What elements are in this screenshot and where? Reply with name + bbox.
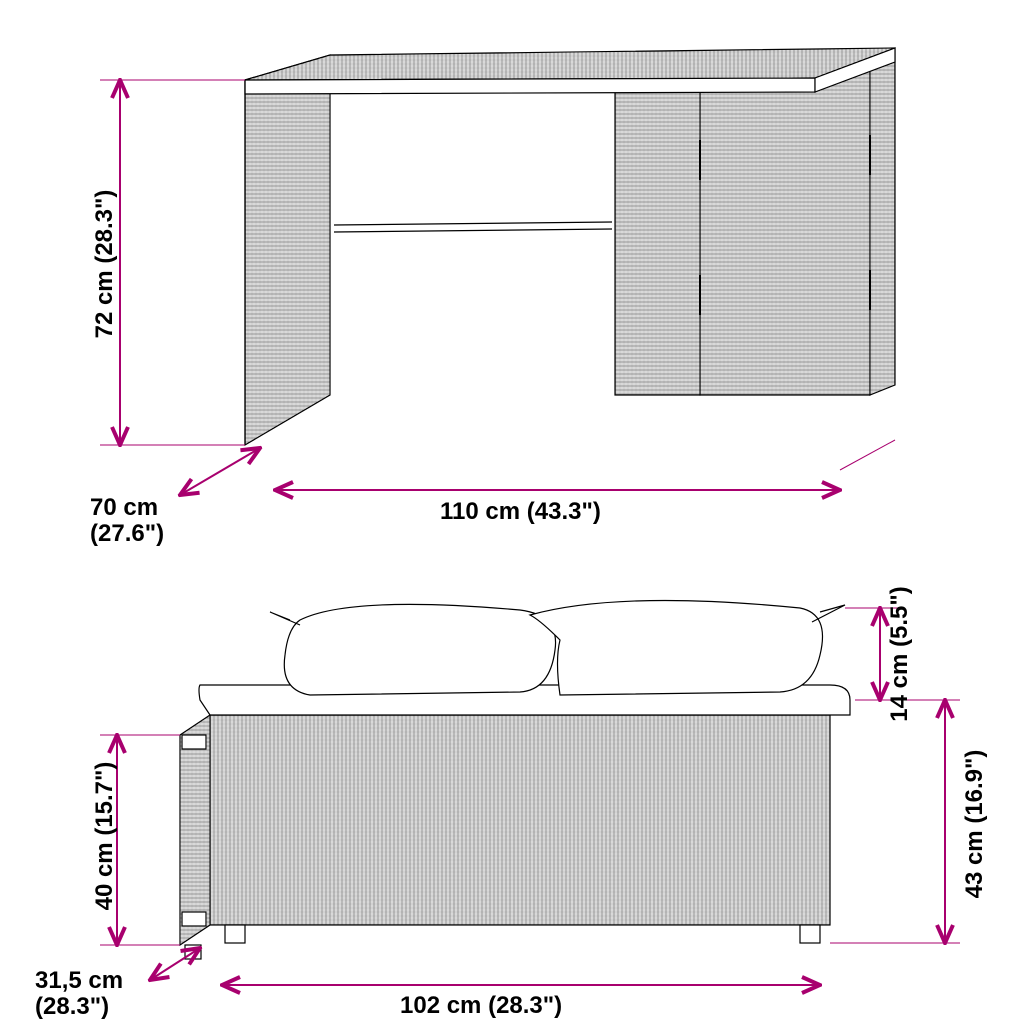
- bench-width-in: (28.3"): [488, 992, 562, 1019]
- bench-seat-height-label: 40 cm (15.7"): [91, 741, 119, 931]
- bench-drawing: [180, 600, 850, 959]
- table-height-label: 72 cm (28.3"): [91, 174, 119, 354]
- table-width-label: 110 cm (43.3"): [440, 498, 601, 526]
- bench-depth-cm: 31,5 cm: [35, 967, 123, 994]
- bench-depth-in: (28.3"): [35, 993, 109, 1020]
- table-width-in: (43.3"): [527, 498, 601, 525]
- table-depth-cm: 70 cm: [90, 494, 158, 521]
- bench-cushion-cm: 14 cm: [886, 654, 913, 722]
- table-drawing: [245, 48, 895, 445]
- bench-total-height-label: 43 cm (16.9"): [961, 729, 989, 919]
- bench-total-in: (16.9"): [961, 750, 988, 824]
- table-depth-in: (27.6"): [90, 520, 164, 547]
- bench-width-cm: 102 cm: [400, 992, 481, 1019]
- bench-width-label: 102 cm (28.3"): [400, 992, 562, 1020]
- bench-depth-label: 31,5 cm (28.3"): [35, 968, 123, 1021]
- table-height-in: (28.3"): [91, 190, 118, 264]
- table-depth-label: 70 cm (27.6"): [90, 495, 164, 548]
- table-height-cm: 72 cm: [91, 270, 118, 338]
- table-width-cm: 110 cm: [440, 498, 520, 525]
- bench-cushion-in: (5.5"): [886, 586, 913, 647]
- bench-cushion-label: 14 cm (5.5"): [886, 574, 914, 734]
- bench-seat-height-cm: 40 cm: [91, 842, 118, 910]
- bench-seat-height-in: (15.7"): [91, 762, 118, 836]
- bench-total-cm: 43 cm: [961, 830, 988, 898]
